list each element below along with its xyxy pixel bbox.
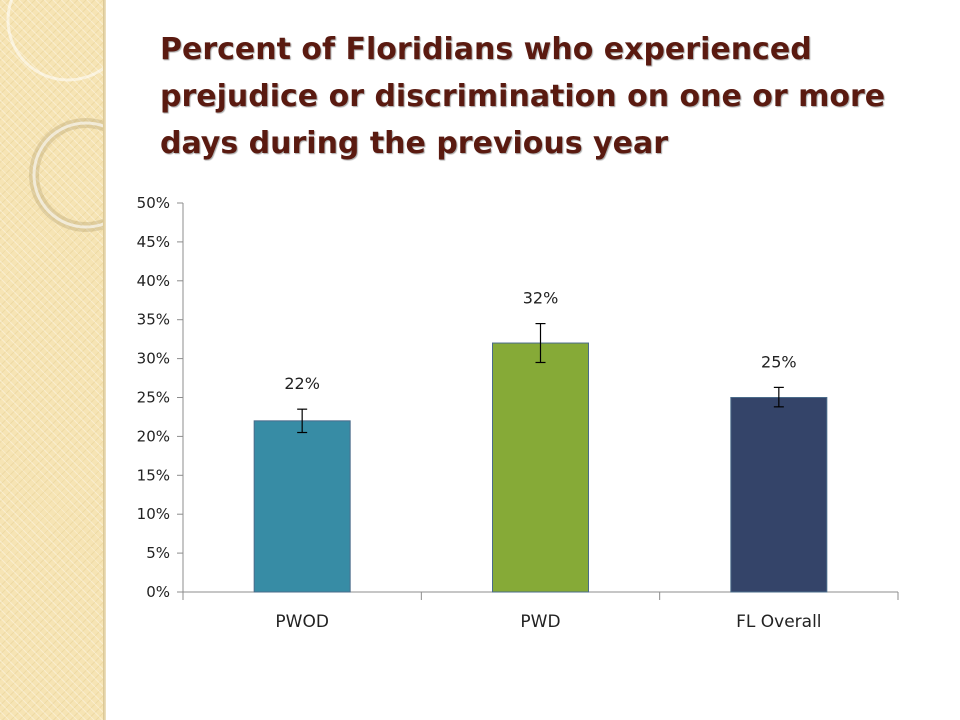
bar-pwd — [492, 342, 589, 593]
y-tick-label: 40% — [137, 272, 170, 290]
data-label: 32% — [523, 289, 559, 308]
x-category-label: FL Overall — [736, 612, 821, 632]
side-panel-border — [103, 0, 106, 720]
x-category-label: PWD — [520, 612, 560, 632]
side-decoration-panel — [0, 0, 105, 720]
decorative-circles — [6, 0, 105, 232]
y-tick-label: 20% — [137, 427, 170, 445]
y-tick-label: 5% — [146, 544, 170, 562]
y-tick-label: 35% — [137, 311, 170, 329]
y-tick-label: 45% — [137, 233, 170, 251]
y-tick-label: 0% — [146, 583, 170, 601]
y-tick-label: 10% — [137, 505, 170, 523]
y-tick-label: 50% — [137, 194, 170, 212]
y-tick-label: 25% — [137, 389, 170, 407]
x-category-label: PWOD — [275, 612, 329, 632]
bar-fl-overall — [730, 397, 828, 593]
bar-pwod — [253, 420, 351, 593]
y-tick-label: 15% — [137, 466, 170, 484]
y-tick-label: 30% — [137, 350, 170, 368]
data-label: 25% — [761, 352, 797, 371]
slide-title: Percent of Floridians who experienced pr… — [160, 32, 886, 161]
data-label: 22% — [284, 374, 320, 393]
